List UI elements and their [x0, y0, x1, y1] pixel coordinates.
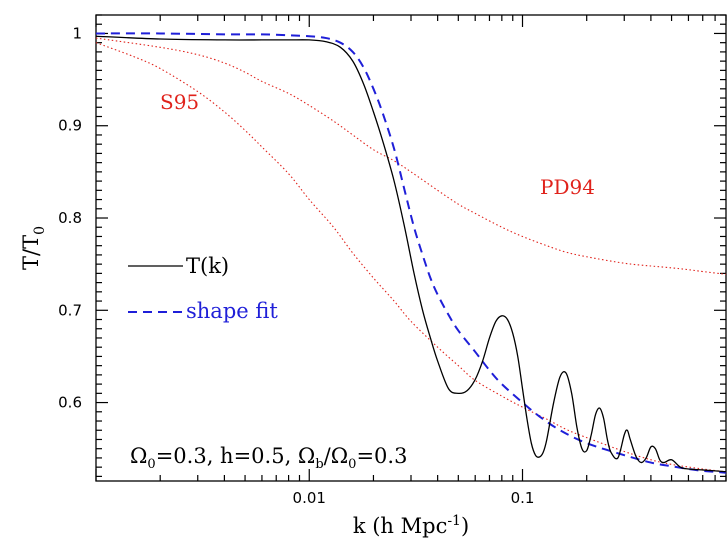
param-omega0: Ω: [130, 444, 147, 468]
x-tick-label: 0.1: [511, 489, 535, 507]
x-axis-label: k (h Mpc-1): [353, 513, 469, 538]
annotation-pd94: PD94: [540, 175, 595, 199]
y-tick-label: 0.7: [58, 301, 82, 319]
x-axis-label-sup: -1: [447, 513, 461, 529]
x-axis-label-close: ): [461, 514, 469, 538]
plot-frame: [95, 14, 727, 482]
param-omegab: Ω: [298, 444, 315, 468]
param-eq1: =0.3, h=0.5,: [156, 444, 298, 468]
x-axis-label-main: k (h Mpc: [353, 514, 448, 538]
y-tick-label: 1: [72, 24, 82, 42]
x-tick-label: 0.01: [293, 489, 326, 507]
y-axis-label-main: T/T: [19, 235, 43, 270]
param-subb: b: [315, 457, 323, 472]
y-tick-label: 0.9: [58, 117, 82, 135]
param-omega0b: Ω: [331, 444, 348, 468]
param-slash: /: [324, 444, 332, 468]
series-line-pd94: [95, 37, 727, 275]
axis-tick-labels: 0.01 0.1 1 0.9 0.8 0.7 0.6: [58, 24, 534, 507]
series-group: [95, 32, 727, 474]
y-axis-label: T/T0: [19, 226, 48, 270]
series-line-t-k-: [95, 35, 727, 473]
legend: T(k) shape fit: [128, 254, 278, 323]
y-tick-label: 0.6: [58, 394, 82, 412]
parameters-text: Ω0=0.3, h=0.5, Ωb/Ω0=0.3: [130, 444, 407, 472]
legend-label-tk: T(k): [186, 254, 229, 278]
y-axis-label-sub: 0: [32, 226, 48, 235]
param-sub0: 0: [147, 457, 155, 472]
annotation-s95: S95: [160, 90, 199, 114]
series-line-s95: [95, 42, 727, 473]
legend-label-shape-fit: shape fit: [186, 299, 278, 323]
axis-ticks: [95, 14, 727, 481]
param-eq2: =0.3: [356, 444, 407, 468]
y-tick-label: 0.8: [58, 209, 82, 227]
param-sub0b: 0: [348, 457, 356, 472]
